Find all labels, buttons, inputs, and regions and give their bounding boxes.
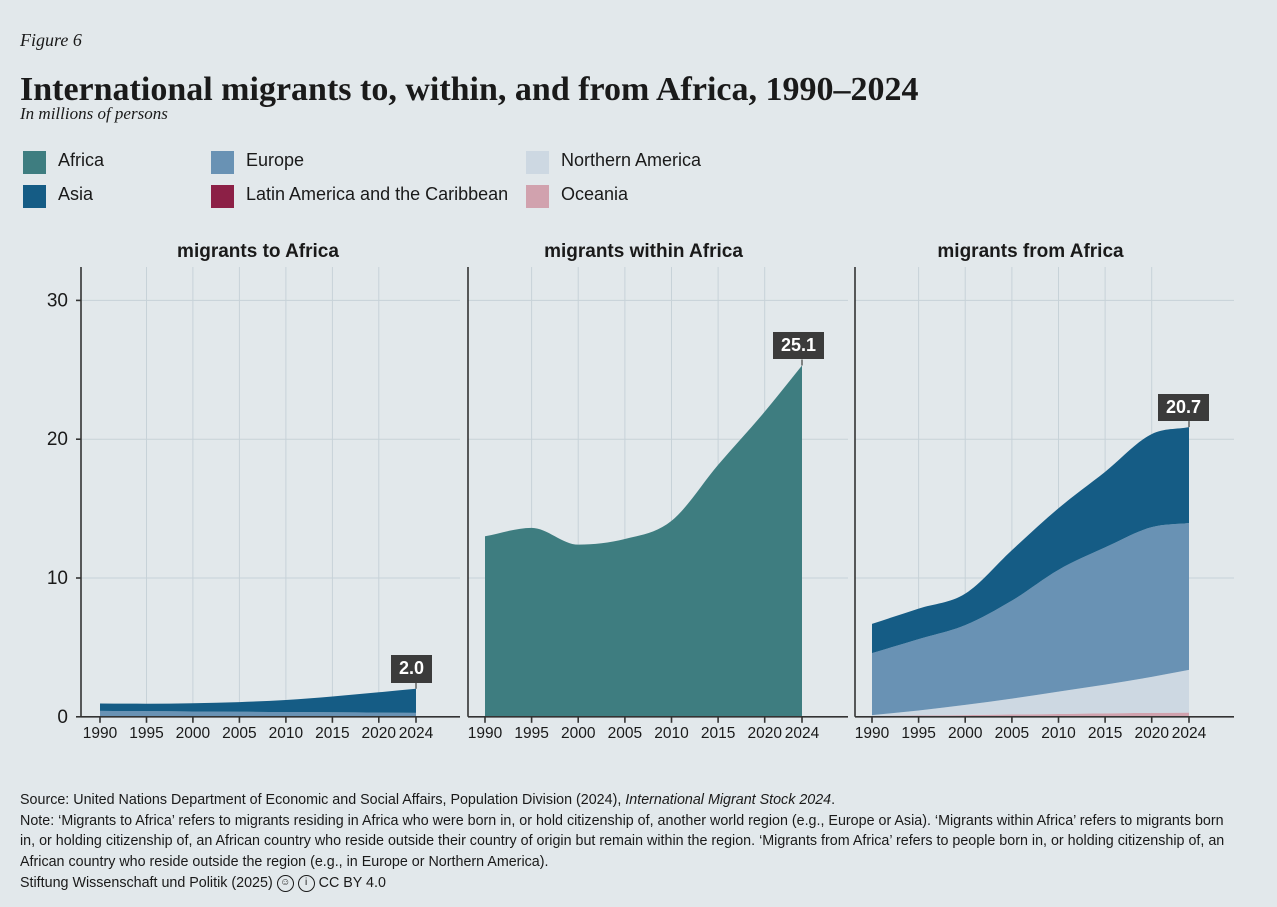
svg-text:20: 20 bbox=[47, 429, 68, 450]
svg-text:1990: 1990 bbox=[468, 725, 503, 742]
svg-text:30: 30 bbox=[47, 290, 68, 311]
svg-text:2015: 2015 bbox=[701, 725, 735, 742]
svg-text:2005: 2005 bbox=[222, 725, 256, 742]
svg-text:2010: 2010 bbox=[654, 725, 689, 742]
svg-text:2005: 2005 bbox=[608, 725, 642, 742]
svg-text:2000: 2000 bbox=[948, 725, 983, 742]
svg-text:2005: 2005 bbox=[995, 725, 1029, 742]
svg-text:2000: 2000 bbox=[561, 725, 596, 742]
svg-text:2015: 2015 bbox=[315, 725, 349, 742]
svg-text:2024: 2024 bbox=[785, 725, 820, 742]
svg-text:2010: 2010 bbox=[1041, 725, 1076, 742]
svg-text:2015: 2015 bbox=[1088, 725, 1122, 742]
svg-text:2020: 2020 bbox=[1134, 725, 1169, 742]
svg-text:2020: 2020 bbox=[747, 725, 782, 742]
svg-text:2024: 2024 bbox=[399, 725, 434, 742]
svg-text:1995: 1995 bbox=[129, 725, 163, 742]
svg-text:1990: 1990 bbox=[83, 725, 118, 742]
svg-text:1995: 1995 bbox=[901, 725, 935, 742]
svg-text:1995: 1995 bbox=[514, 725, 548, 742]
svg-text:2000: 2000 bbox=[176, 725, 211, 742]
svg-text:2024: 2024 bbox=[1172, 725, 1207, 742]
svg-text:1990: 1990 bbox=[855, 725, 890, 742]
svg-text:2020: 2020 bbox=[362, 725, 397, 742]
svg-text:0: 0 bbox=[57, 707, 68, 728]
svg-text:2010: 2010 bbox=[269, 725, 304, 742]
svg-text:10: 10 bbox=[47, 568, 68, 589]
